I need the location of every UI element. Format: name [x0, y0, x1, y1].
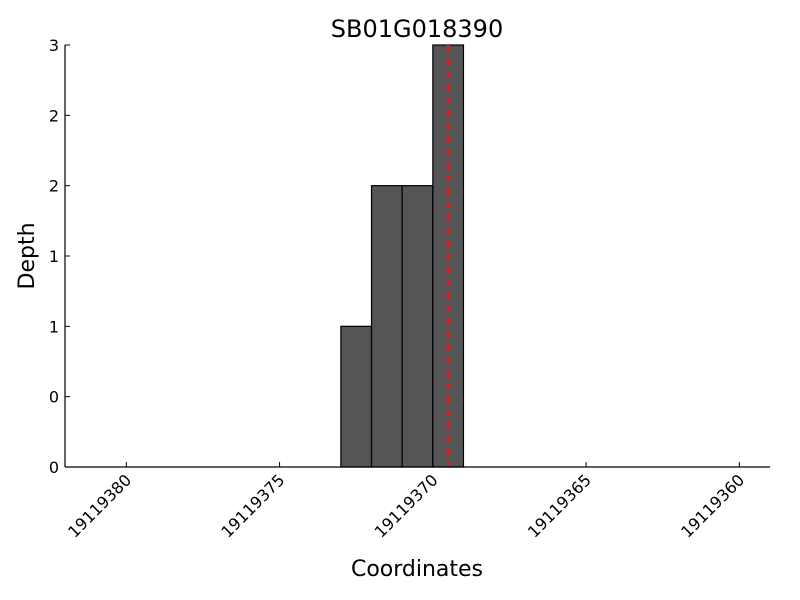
y-tick-label: 1 [49, 247, 59, 266]
bar [340, 325, 373, 468]
x-tick-label: 19119375 [217, 470, 288, 541]
x-axis-label: Coordinates [351, 557, 483, 582]
y-axis-label: Depth [15, 222, 40, 289]
y-tick-label: 1 [49, 317, 59, 336]
y-tick-label: 2 [49, 177, 59, 196]
x-tick-label: 19119380 [64, 470, 135, 541]
x-tick-label: 19119370 [371, 470, 442, 541]
x-tick-label: 19119360 [677, 470, 748, 541]
bar [370, 185, 403, 468]
bar [401, 185, 434, 468]
y-tick-label: 2 [49, 106, 59, 125]
y-tick-label: 0 [49, 388, 59, 407]
y-tick-label: 0 [49, 458, 59, 477]
x-tick-label: 19119365 [524, 470, 595, 541]
y-tick-label: 3 [49, 36, 59, 55]
chart-title: SB01G018390 [331, 15, 503, 43]
